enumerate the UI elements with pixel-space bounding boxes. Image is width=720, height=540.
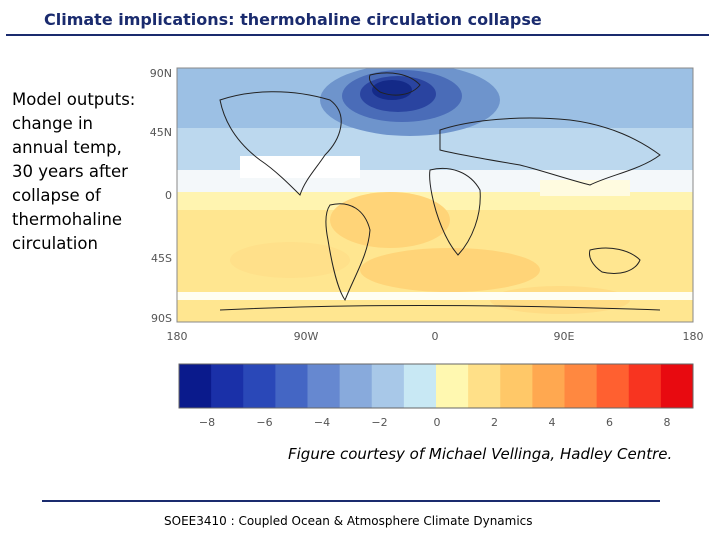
caption: Model outputs: change in annual temp, 30…	[12, 88, 152, 256]
lat-label: 45N	[150, 126, 172, 139]
colorbar-swatch	[532, 364, 566, 408]
colorbar	[178, 363, 694, 409]
colorbar-swatch	[307, 364, 341, 408]
colorbar-swatch	[179, 364, 212, 408]
caption-line: thermohaline	[12, 210, 123, 229]
map-frame	[176, 67, 694, 323]
slide-title: Climate implications: thermohaline circu…	[44, 10, 542, 29]
lat-label: 90N	[150, 67, 172, 80]
colorbar-swatch	[564, 364, 598, 408]
footer-course-title: SOEE3410 : Coupled Ocean & Atmosphere Cl…	[164, 514, 533, 528]
colorbar-swatch	[371, 364, 405, 408]
colorbar-tick-label: 2	[491, 416, 498, 429]
colorbar-tick-label: −2	[371, 416, 387, 429]
title-rule	[6, 34, 709, 36]
colorbar-swatch	[468, 364, 501, 408]
colorbar-swatch	[339, 364, 373, 408]
colorbar-frame	[178, 363, 694, 409]
colorbar-swatch	[660, 364, 694, 408]
temperature-change-map: 90N 45N 0 45S 90S 180 90W 0 90E 180 −8 −…	[150, 67, 704, 429]
colorbar-tick-label: 0	[434, 416, 441, 429]
caption-line: 30 years after	[12, 162, 128, 181]
caption-line: annual temp,	[12, 138, 122, 157]
colorbar-tick-label: −4	[314, 416, 330, 429]
caption-line: change in	[12, 114, 94, 133]
lon-label: 0	[432, 330, 439, 343]
colorbar-swatch	[436, 364, 469, 408]
colorbar-swatch	[596, 364, 630, 408]
lon-label: 90E	[554, 330, 575, 343]
lat-label: 45S	[151, 252, 172, 265]
colorbar-tick-label: 4	[549, 416, 556, 429]
lat-label: 90S	[151, 312, 172, 325]
lon-label: 180	[167, 330, 188, 343]
colorbar-swatch	[628, 364, 662, 408]
colorbar-swatch	[403, 364, 437, 408]
colorbar-swatch	[275, 364, 309, 408]
lat-label: 0	[165, 189, 172, 202]
lon-label: 180	[683, 330, 704, 343]
colorbar-swatch	[243, 364, 276, 408]
caption-line: circulation	[12, 234, 98, 253]
colorbar-tick-label: 8	[664, 416, 671, 429]
colorbar-tick-label: −8	[199, 416, 215, 429]
lon-label: 90W	[294, 330, 319, 343]
colorbar-swatch	[211, 364, 244, 408]
map-field	[177, 68, 693, 322]
caption-line: collapse of	[12, 186, 101, 205]
figure-credit: Figure courtesy of Michael Vellinga, Had…	[288, 445, 673, 463]
footer-rule	[42, 500, 660, 502]
colorbar-ticks: −8 −6 −4 −2 0 2 4 6 8	[199, 416, 671, 429]
colorbar-tick-label: 6	[606, 416, 613, 429]
colorbar-swatch	[500, 364, 533, 408]
caption-line: Model outputs:	[12, 90, 136, 109]
colorbar-tick-label: −6	[256, 416, 272, 429]
